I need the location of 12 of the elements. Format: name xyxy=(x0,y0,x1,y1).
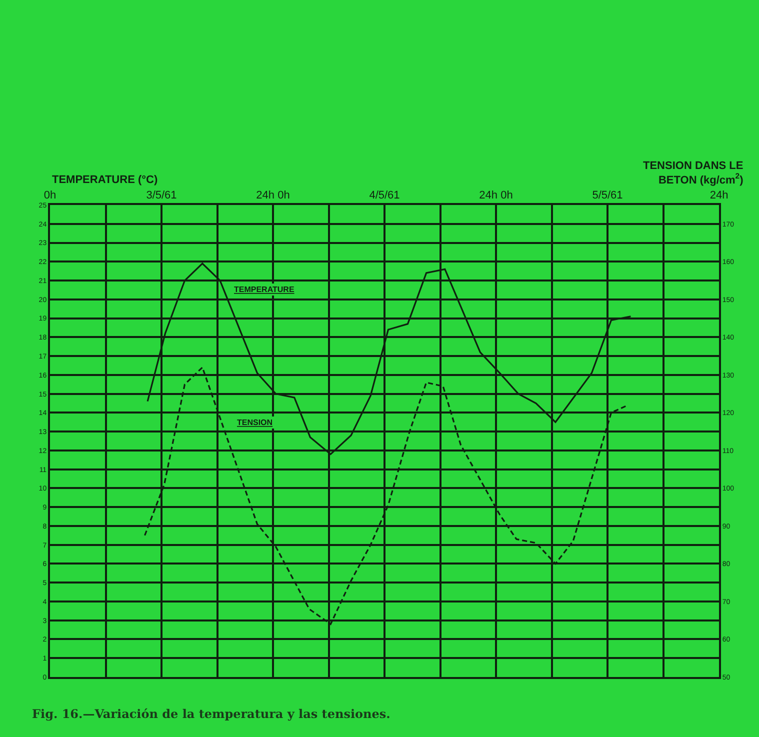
x-tick-label: 24h xyxy=(710,190,728,202)
y-axis-title: TEMPERATURE (°C) xyxy=(52,174,158,186)
y2-axis-title: TENSION DANS LE BETON (kg/cm$^{2}$) xyxy=(643,160,744,186)
x-tick-label: 4/5/61 xyxy=(369,190,400,202)
x-tick-label: 3/5/61 xyxy=(146,190,177,202)
x-tick-label: 5/5/61 xyxy=(592,190,623,202)
x-tick-label: 24h 0h xyxy=(256,190,290,202)
series-label: TENSION xyxy=(237,418,273,427)
x-tick-label: 24h 0h xyxy=(479,190,513,202)
caption: Fig. 16.—Variación de la temperatura y las tensiones. xyxy=(32,707,390,721)
series-label: TEMPERATURE xyxy=(234,285,295,294)
x-tick-label: 0h xyxy=(44,190,56,202)
